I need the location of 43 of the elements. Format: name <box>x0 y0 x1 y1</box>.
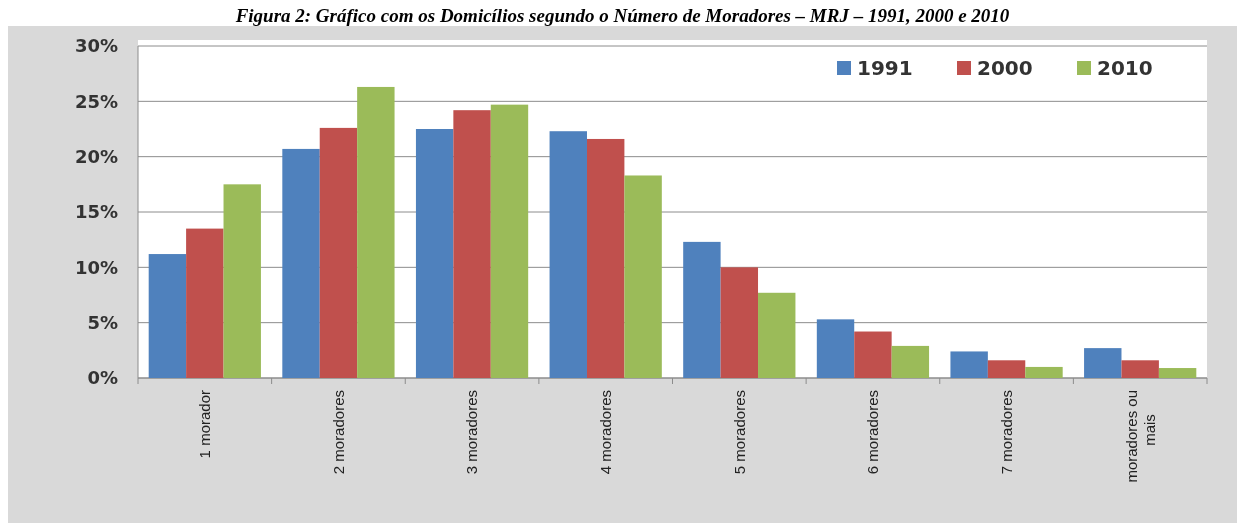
legend-label: 1991 <box>857 56 913 80</box>
bar <box>1025 366 1063 378</box>
bar <box>186 228 224 378</box>
x-tick-label: 2 moradores <box>329 390 347 475</box>
bar <box>490 104 529 378</box>
x-tick-label: 7 moradores <box>997 390 1015 475</box>
bar <box>950 351 988 378</box>
chart-title: Figura 2: Gráfico com os Domicílios segundo o Número de Moradores – MRJ – 1991, 2000 e 2010 <box>234 5 1010 26</box>
bar <box>624 175 662 378</box>
legend-label: 2000 <box>977 56 1033 80</box>
y-tick-label: 30% <box>74 35 118 57</box>
bar <box>453 110 491 378</box>
y-tick-label: 20% <box>74 145 118 167</box>
bar <box>223 184 261 378</box>
x-tick-label: 3 moradores <box>463 390 481 475</box>
bar <box>987 360 1026 378</box>
x-tick-label: 6 moradores <box>864 390 882 475</box>
bar <box>1158 368 1197 378</box>
bar <box>1121 360 1159 378</box>
bar <box>816 319 855 378</box>
bar <box>854 331 892 378</box>
y-tick-label: 15% <box>74 201 118 223</box>
bar <box>319 127 358 378</box>
y-tick-label: 5% <box>87 311 118 333</box>
y-tick-label: 25% <box>74 90 118 112</box>
x-tick-label: 5 moradores <box>730 390 748 475</box>
x-tick-label: moradores ou mais <box>1123 390 1159 483</box>
x-tick-label: 4 moradores <box>596 390 614 475</box>
legend-label: 2010 <box>1097 56 1153 80</box>
x-tick-label: 1 morador <box>196 390 214 459</box>
bar <box>891 345 930 378</box>
y-tick-label: 10% <box>74 256 118 278</box>
bar <box>720 267 759 378</box>
bar <box>357 86 395 378</box>
y-tick-label: 0% <box>87 367 118 389</box>
bar <box>415 129 454 378</box>
bar <box>282 148 320 378</box>
bar <box>1084 348 1122 378</box>
bar <box>148 254 187 378</box>
bar <box>683 241 721 378</box>
bar <box>586 138 625 378</box>
bar <box>549 131 587 378</box>
bar <box>758 292 796 378</box>
